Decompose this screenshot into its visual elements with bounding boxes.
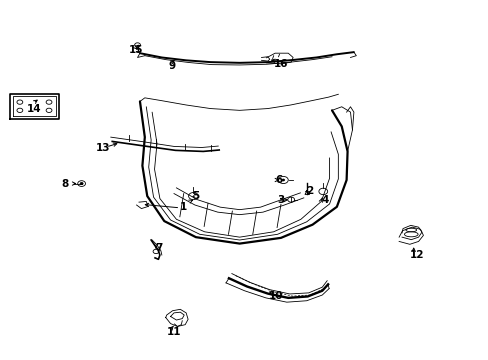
Circle shape [80,183,83,185]
Text: 6: 6 [274,175,282,185]
Text: 11: 11 [166,327,181,337]
Text: 9: 9 [168,61,175,71]
Circle shape [282,179,285,181]
Text: 3: 3 [277,195,284,204]
Text: 1: 1 [180,202,187,212]
Text: 16: 16 [273,59,287,69]
Text: 12: 12 [409,250,424,260]
Text: 2: 2 [306,186,313,196]
Text: 4: 4 [321,195,328,204]
Text: 13: 13 [96,143,110,153]
Text: 8: 8 [61,179,68,189]
Text: 14: 14 [27,104,41,113]
Text: 15: 15 [129,45,143,55]
Text: 5: 5 [192,191,199,201]
Text: 10: 10 [268,291,283,301]
Text: 7: 7 [155,243,163,253]
